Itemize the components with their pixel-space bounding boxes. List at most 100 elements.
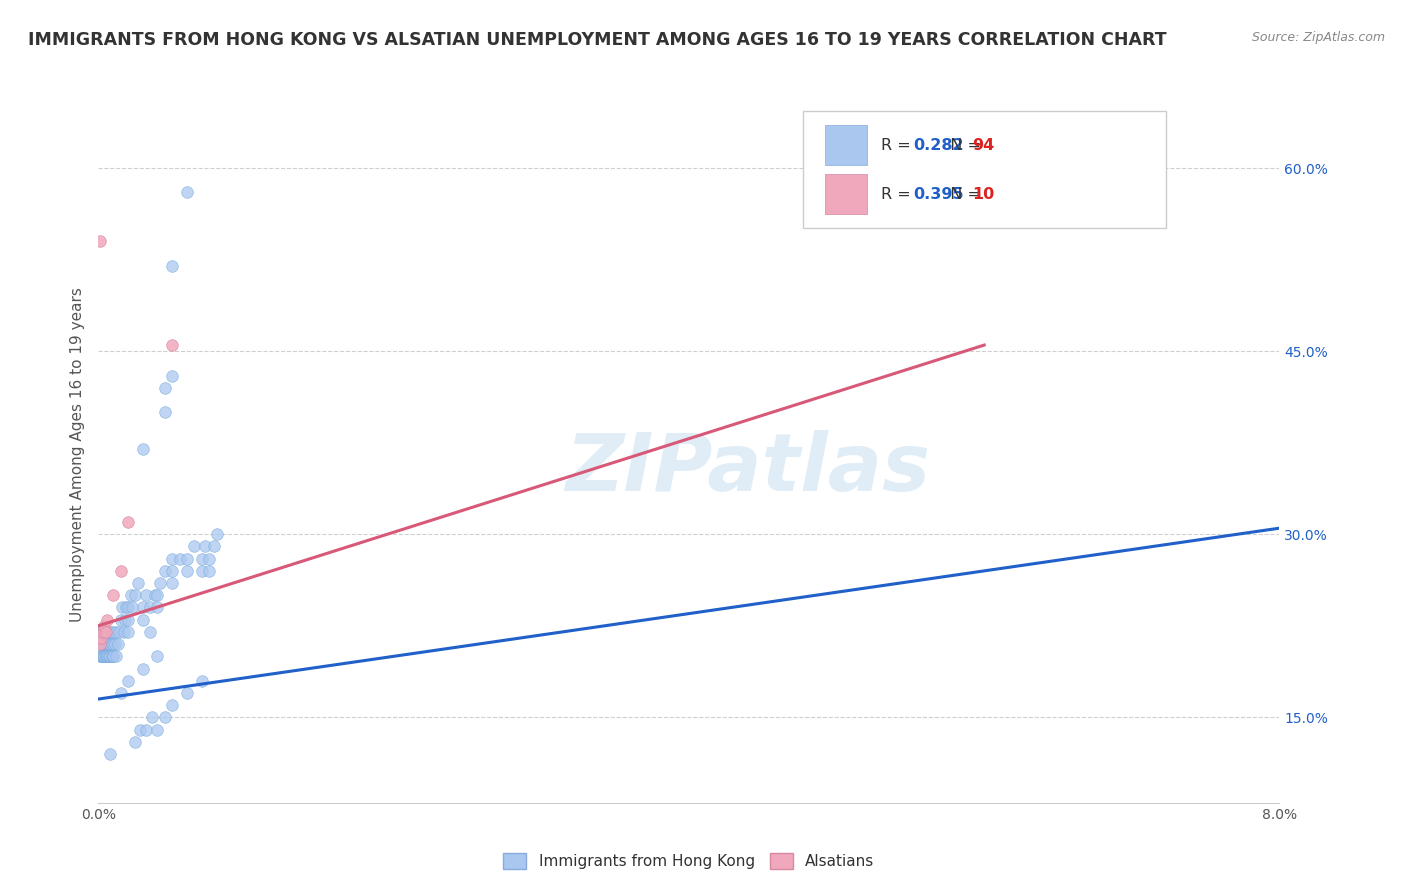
Point — [153, 381, 176, 395]
Point — [117, 600, 139, 615]
Point — [105, 649, 128, 664]
Point — [115, 600, 138, 615]
Point — [96, 649, 118, 664]
Point — [141, 710, 163, 724]
Point — [162, 338, 183, 352]
Point — [96, 624, 118, 639]
Point — [132, 661, 155, 675]
Point — [103, 649, 125, 664]
Y-axis label: Unemployment Among Ages 16 to 19 years: Unemployment Among Ages 16 to 19 years — [69, 287, 84, 623]
Legend: Immigrants from Hong Kong, Alsatians: Immigrants from Hong Kong, Alsatians — [498, 847, 880, 875]
Point — [132, 600, 155, 615]
Point — [93, 637, 115, 651]
Point — [91, 637, 114, 651]
Point — [135, 588, 157, 602]
Point — [90, 637, 112, 651]
Point — [146, 649, 169, 664]
Point — [98, 747, 121, 761]
Point — [124, 588, 146, 602]
Point — [97, 649, 120, 664]
Point — [91, 624, 114, 639]
Point — [93, 619, 115, 633]
Point — [162, 576, 183, 591]
Point — [176, 564, 198, 578]
Point — [124, 735, 146, 749]
Point — [146, 723, 169, 737]
Point — [104, 637, 127, 651]
Point — [153, 405, 176, 419]
Point — [110, 613, 132, 627]
Point — [114, 613, 136, 627]
Text: 0.395: 0.395 — [914, 186, 965, 202]
Point — [91, 649, 114, 664]
Point — [91, 624, 114, 639]
Point — [110, 686, 132, 700]
Point — [97, 637, 120, 651]
Point — [94, 637, 117, 651]
Point — [96, 649, 118, 664]
Point — [94, 624, 117, 639]
Point — [176, 186, 198, 200]
Text: ZIPatlas: ZIPatlas — [565, 430, 931, 508]
Point — [191, 564, 214, 578]
Point — [97, 649, 120, 664]
Point — [91, 637, 114, 651]
Point — [146, 600, 169, 615]
Point — [103, 624, 125, 639]
Text: N =: N = — [939, 186, 986, 202]
Point — [191, 551, 214, 566]
Point — [169, 551, 191, 566]
Point — [90, 637, 112, 651]
Point — [132, 442, 155, 456]
Point — [132, 613, 155, 627]
Text: IMMIGRANTS FROM HONG KONG VS ALSATIAN UNEMPLOYMENT AMONG AGES 16 TO 19 YEARS COR: IMMIGRANTS FROM HONG KONG VS ALSATIAN UN… — [28, 31, 1167, 49]
Text: R =: R = — [882, 186, 917, 202]
Point — [110, 564, 132, 578]
Point — [153, 564, 176, 578]
Text: Source: ZipAtlas.com: Source: ZipAtlas.com — [1251, 31, 1385, 45]
Point — [194, 540, 217, 554]
Point — [100, 649, 122, 664]
Point — [96, 613, 118, 627]
Point — [176, 551, 198, 566]
Text: 94: 94 — [972, 137, 994, 153]
Point — [108, 624, 131, 639]
Point — [121, 600, 143, 615]
Point — [93, 649, 115, 664]
Point — [146, 588, 169, 602]
Text: 10: 10 — [972, 186, 994, 202]
Point — [176, 686, 198, 700]
Point — [153, 710, 176, 724]
Point — [202, 540, 225, 554]
Point — [103, 649, 125, 664]
Point — [143, 588, 166, 602]
Point — [90, 649, 112, 664]
Point — [139, 600, 162, 615]
Point — [93, 649, 115, 664]
Text: 0.282: 0.282 — [914, 137, 965, 153]
Point — [162, 564, 183, 578]
Point — [103, 637, 125, 651]
Point — [127, 576, 149, 591]
Point — [98, 637, 121, 651]
Point — [183, 540, 205, 554]
Point — [162, 368, 183, 383]
Point — [94, 637, 117, 651]
Point — [94, 649, 117, 664]
Point — [89, 235, 111, 249]
Point — [90, 649, 112, 664]
Point — [162, 259, 183, 273]
Point — [94, 649, 117, 664]
Point — [105, 624, 128, 639]
Point — [149, 576, 172, 591]
Point — [198, 551, 221, 566]
Point — [139, 624, 162, 639]
Point — [94, 624, 117, 639]
Point — [93, 624, 115, 639]
Point — [97, 637, 120, 651]
Point — [117, 673, 139, 688]
Point — [103, 588, 125, 602]
Point — [117, 624, 139, 639]
Point — [89, 637, 111, 651]
Point — [135, 723, 157, 737]
